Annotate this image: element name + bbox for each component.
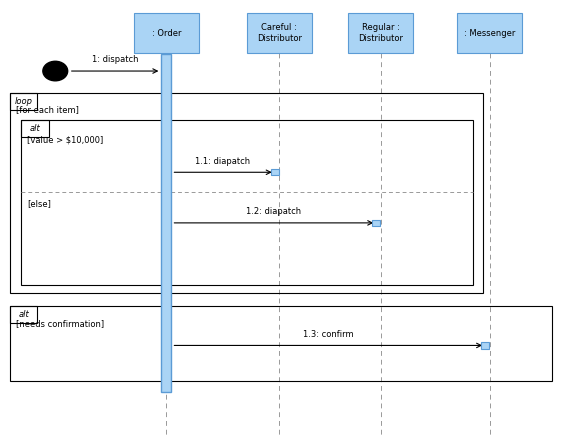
Bar <box>161 54 171 392</box>
Bar <box>481 342 489 349</box>
Text: Careful :
Distributor: Careful : Distributor <box>257 23 302 44</box>
Text: alt: alt <box>18 310 29 319</box>
Text: [value > $10,000]: [value > $10,000] <box>27 135 103 144</box>
Bar <box>247 13 311 53</box>
Text: [for each item]: [for each item] <box>16 106 78 115</box>
Bar <box>10 306 552 381</box>
Bar <box>457 13 522 53</box>
Text: 1.1: diapatch: 1.1: diapatch <box>196 157 250 166</box>
Bar <box>372 220 380 226</box>
Bar <box>134 13 199 53</box>
Bar <box>271 169 279 175</box>
Circle shape <box>43 61 68 81</box>
Text: : Messenger: : Messenger <box>464 29 515 38</box>
Text: 1.2: diapatch: 1.2: diapatch <box>246 207 301 216</box>
Text: [needs confirmation]: [needs confirmation] <box>16 320 104 329</box>
Bar <box>349 13 413 53</box>
Bar <box>21 120 473 285</box>
Bar <box>10 306 37 323</box>
Bar <box>10 93 483 293</box>
Text: alt: alt <box>29 124 41 133</box>
Bar <box>21 120 49 137</box>
Text: loop: loop <box>15 97 33 106</box>
Text: Regular :
Distributor: Regular : Distributor <box>358 23 403 44</box>
Bar <box>10 93 37 110</box>
Text: 1.3: confirm: 1.3: confirm <box>303 330 354 339</box>
Text: : Order: : Order <box>152 29 181 38</box>
Text: [else]: [else] <box>27 199 51 208</box>
Text: 1: dispatch: 1: dispatch <box>92 56 138 64</box>
